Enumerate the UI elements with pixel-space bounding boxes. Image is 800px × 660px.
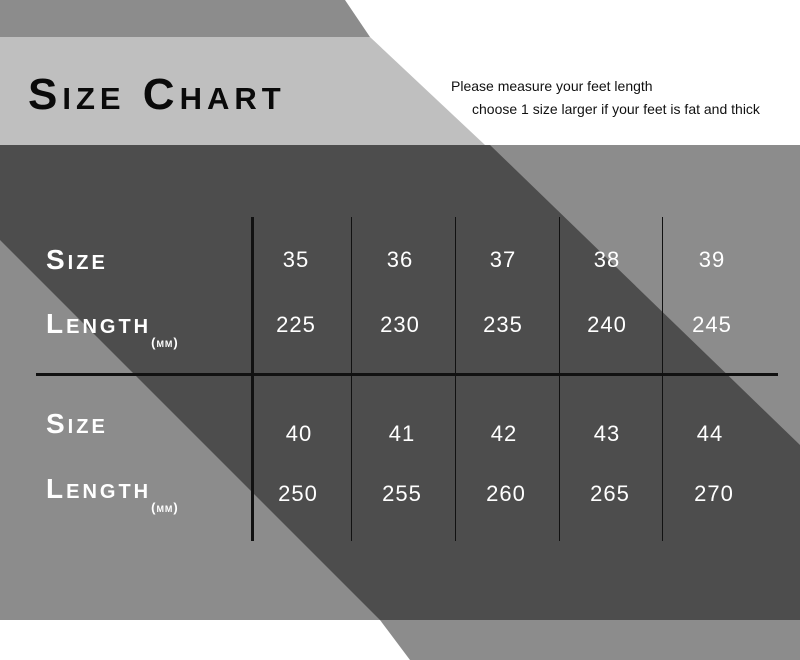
length-label: Length(mm) <box>46 473 179 515</box>
top-band <box>0 0 370 37</box>
length-label: Length(mm) <box>46 308 179 350</box>
size-cell: 40 <box>285 421 313 446</box>
column-divider <box>559 217 560 541</box>
column-divider <box>351 217 352 541</box>
page-title: Size Chart <box>28 70 286 119</box>
size-cell: 42 <box>490 421 518 446</box>
length-cell: 235 <box>483 312 523 337</box>
column-divider <box>455 217 456 541</box>
bottom-band <box>380 620 800 660</box>
column-divider <box>662 217 663 541</box>
size-cell: 35 <box>282 247 310 272</box>
size-cell: 39 <box>698 247 726 272</box>
size-cell: 41 <box>388 421 416 446</box>
row-divider <box>36 373 778 376</box>
size-cell: 44 <box>696 421 724 446</box>
size-advice-note: choose 1 size larger if your feet is fat… <box>472 101 760 117</box>
length-cell: 240 <box>587 312 627 337</box>
length-text: Length <box>46 473 152 504</box>
length-cell: 245 <box>692 312 732 337</box>
unit-label: (mm) <box>151 500 179 515</box>
size-cell: 43 <box>593 421 621 446</box>
title-band <box>0 37 485 145</box>
length-text: Length <box>46 308 152 339</box>
length-cell: 265 <box>590 481 630 506</box>
length-cell: 270 <box>694 481 734 506</box>
length-cell: 255 <box>382 481 422 506</box>
left-light-triangle <box>0 240 380 620</box>
size-cell: 36 <box>386 247 414 272</box>
size-cell: 37 <box>489 247 517 272</box>
length-cell: 260 <box>486 481 526 506</box>
size-cell: 38 <box>593 247 621 272</box>
unit-label: (mm) <box>151 335 179 350</box>
header-divider <box>251 217 254 541</box>
size-label: Size <box>46 244 108 275</box>
length-cell: 250 <box>278 481 318 506</box>
size-label: Size <box>46 408 108 439</box>
length-cell: 230 <box>380 312 420 337</box>
measure-note: Please measure your feet length <box>451 78 653 94</box>
right-light-triangle <box>490 145 800 445</box>
length-cell: 225 <box>276 312 316 337</box>
